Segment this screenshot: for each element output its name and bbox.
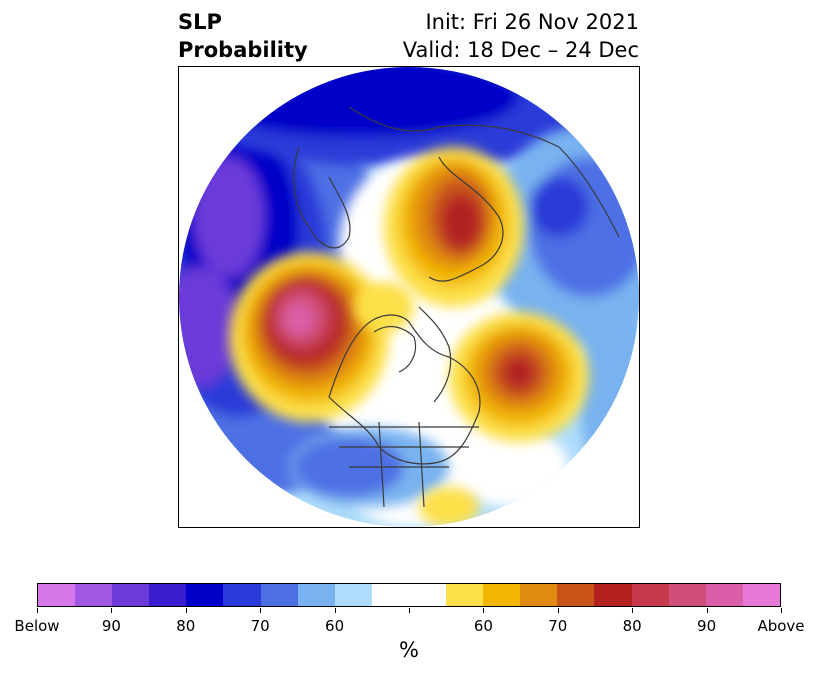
colorbar-segment [520,584,558,606]
colorbar-tick [111,608,113,613]
colorbar-segment [594,584,632,606]
colorbar-segment [631,584,669,606]
red-anomaly-europe [384,147,524,307]
variable-subtitle: Probability [178,38,308,62]
colorbar-segment [668,584,706,606]
init-date: Init: Fri 26 Nov 2021 [425,10,639,34]
colorbar-tick-label: 90 [697,617,717,635]
colorbar-segment [297,584,335,606]
colorbar-tick [706,608,708,613]
colorbar-segment [38,584,76,606]
colorbar-segment [112,584,150,606]
variable-title: SLP [178,10,222,34]
colorbar-segment [334,584,372,606]
colorbar-segment [742,584,780,606]
coastlines [293,106,620,508]
colorbar-tick [260,608,262,613]
colorbar-tick [632,608,634,613]
colorbar-segment [408,584,447,606]
colorbar-tick-label: 70 [548,617,568,635]
colorbar-segment [371,584,409,606]
colorbar-segment [75,584,113,606]
colorbar [37,583,781,607]
colorbar-tick [483,608,485,613]
colorbar-tick-label: 70 [250,617,270,635]
colorbar-tick-label: Below [14,617,60,635]
red-anomaly-pacific [229,252,389,422]
colorbar-tick [557,608,559,613]
title-block-left: SLP Probability [178,8,308,64]
colorbar-tick-label: 60 [473,617,493,635]
colorbar-tick [781,608,782,613]
colorbar-unit-label: % [399,638,419,662]
colorbar-tick [185,608,187,613]
colorbar-segment [705,584,743,606]
colorbar-segment [483,584,521,606]
map-frame [178,66,640,528]
colorbar-segment [446,584,484,606]
colorbar-tick [37,608,38,613]
colorbar-tick [334,608,336,613]
colorbar-tick-label: 90 [101,617,121,635]
valid-range: Valid: 18 Dec – 24 Dec [402,38,639,62]
colorbar-tick-label: Above [757,617,805,635]
colorbar-tick-label: 80 [176,617,196,635]
colorbar-tick [409,608,410,613]
yellow-patches [354,282,479,527]
colorbar-segment [186,584,224,606]
colorbar-segment [260,584,298,606]
colorbar-segment [149,584,187,606]
colorbar-tick-label: 60 [325,617,345,635]
colorbar-segment [223,584,261,606]
colorbar-tick-label: 80 [622,617,642,635]
title-block-right: Init: Fri 26 Nov 2021 Valid: 18 Dec – 24… [403,8,639,64]
red-anomaly-atlantic [449,312,589,442]
colorbar-segment [557,584,595,606]
polar-map [179,67,639,527]
